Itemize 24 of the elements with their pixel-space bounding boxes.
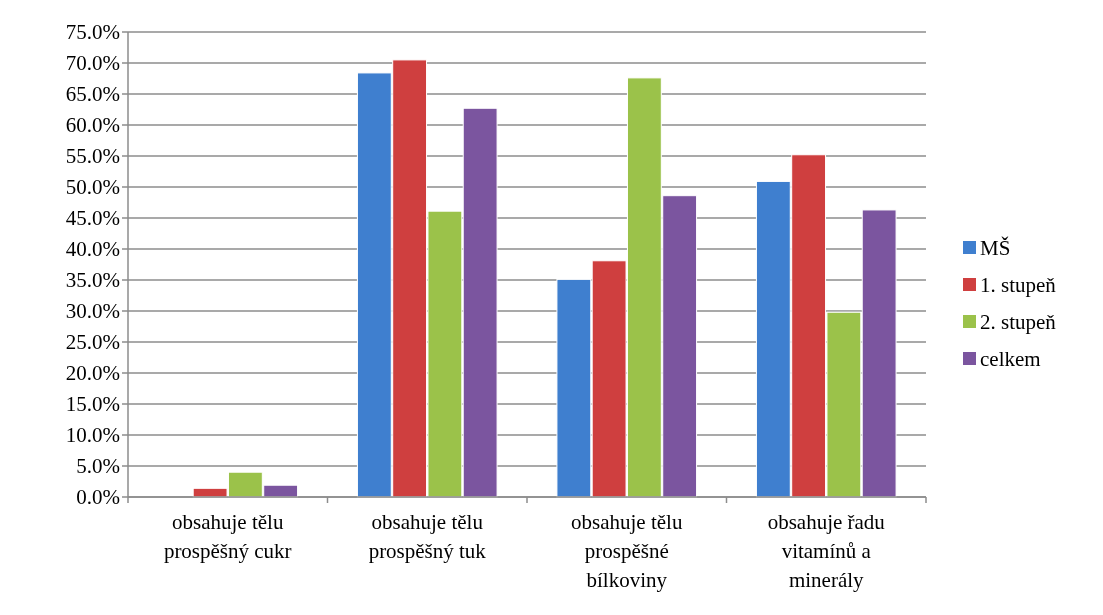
- y-tick-label: 35.0%: [65, 268, 120, 293]
- x-tick-label: obsahuje řadu vitamínů a minerály: [767, 510, 886, 592]
- y-tick-label: 60.0%: [65, 113, 120, 138]
- y-tick-label: 40.0%: [65, 237, 120, 262]
- y-tick-label: 50.0%: [65, 175, 120, 200]
- y-tick-label: 20.0%: [65, 361, 120, 386]
- y-tick-label: 45.0%: [65, 206, 120, 231]
- legend-label: 1. stupeň: [980, 273, 1057, 298]
- y-tick-label: 0.0%: [76, 485, 120, 510]
- y-tick-label: 5.0%: [76, 454, 120, 479]
- y-tick-label: 65.0%: [65, 82, 120, 107]
- y-tick-label: 70.0%: [65, 51, 120, 76]
- x-tick-label: obsahuje tělu prospěšné bílkoviny: [571, 510, 683, 592]
- x-tick-label: obsahuje tělu prospěšný tuk: [368, 510, 487, 563]
- legend-label: celkem: [980, 347, 1041, 372]
- y-tick-label: 55.0%: [65, 144, 120, 169]
- y-tick-label: 75.0%: [65, 20, 120, 45]
- x-tick-label: obsahuje tělu prospěšný cukr: [163, 510, 292, 563]
- legend-label: 2. stupeň: [980, 310, 1057, 335]
- y-tick-label: 15.0%: [65, 392, 120, 417]
- legend-label: MŠ: [980, 236, 1011, 261]
- y-tick-label: 30.0%: [65, 299, 120, 324]
- y-tick-label: 10.0%: [65, 423, 120, 448]
- y-tick-label: 25.0%: [65, 330, 120, 355]
